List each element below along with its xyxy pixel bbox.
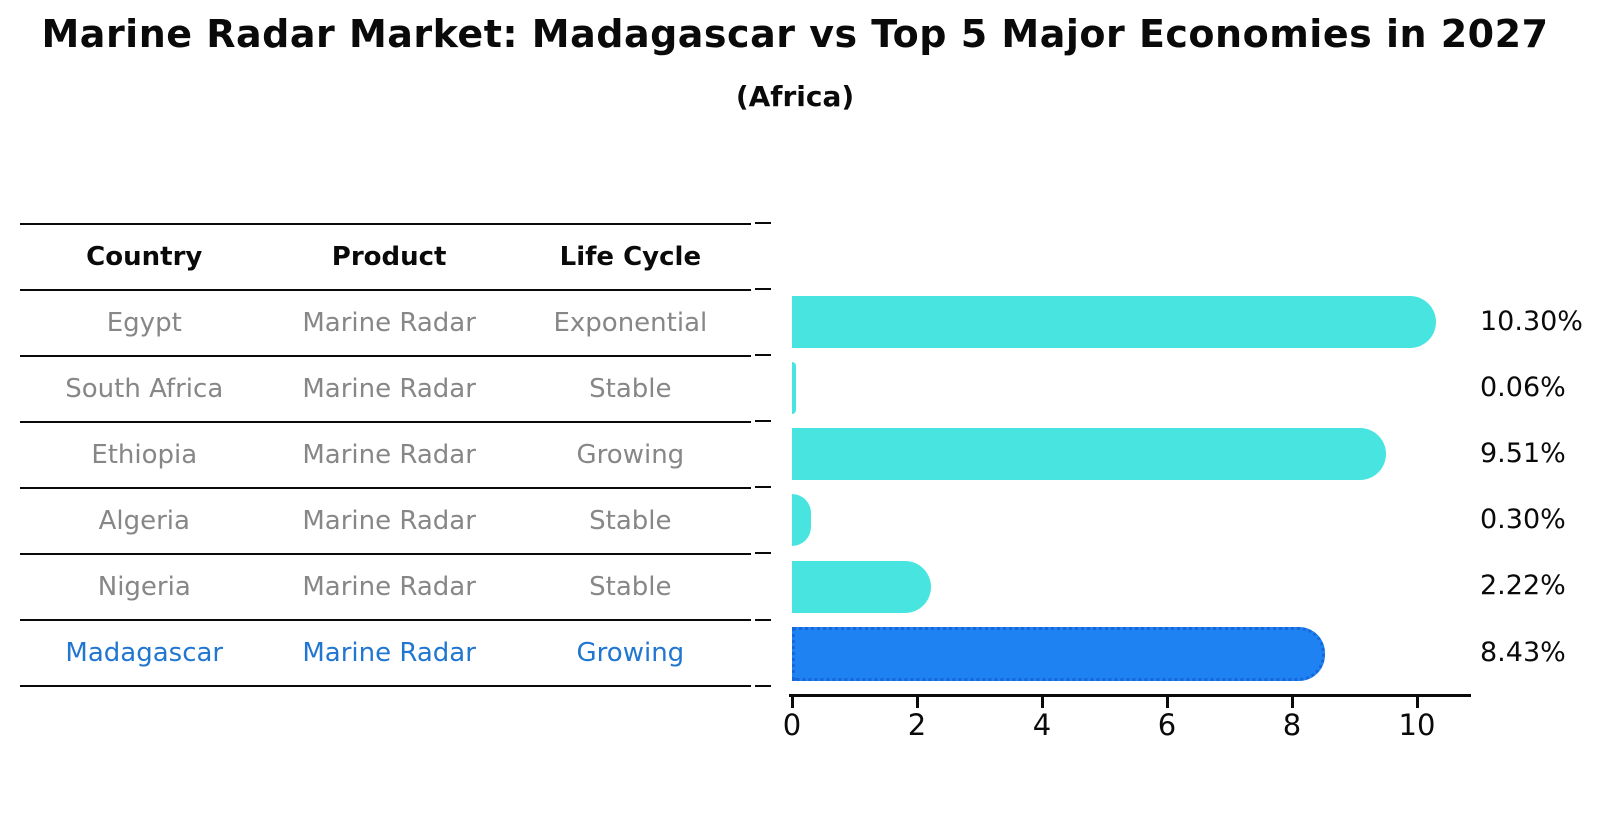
table-row: Nigeria Marine Radar Stable	[20, 553, 751, 619]
x-axis-tick: 4	[1012, 697, 1072, 742]
x-axis-line	[789, 694, 1471, 697]
bar-south-africa	[792, 362, 796, 414]
bar-nigeria	[792, 561, 931, 613]
cell-country: Algeria	[98, 506, 190, 536]
cell-lifecycle: Exponential	[553, 308, 708, 338]
y-axis-tick	[755, 420, 771, 422]
bar-egypt	[792, 296, 1436, 348]
table-row: Egypt Marine Radar Exponential	[20, 289, 751, 355]
cell-country: Egypt	[106, 308, 182, 338]
cell-country: Ethiopia	[91, 440, 198, 470]
x-axis-tick: 6	[1137, 697, 1197, 742]
page-subtitle: (Africa)	[735, 80, 855, 113]
y-axis-tick	[755, 619, 771, 621]
x-axis-tick: 2	[887, 697, 947, 742]
country-table: Country Product Life Cycle Egypt Marine …	[20, 223, 751, 687]
x-tick-label: 6	[1157, 708, 1177, 742]
value-label: 2.22%	[1480, 570, 1566, 601]
x-axis-tick: 0	[762, 697, 822, 742]
y-axis-tick	[755, 288, 771, 290]
cell-product: Marine Radar	[302, 638, 476, 668]
y-axis-tick	[755, 354, 771, 356]
table-header-row: Country Product Life Cycle	[20, 223, 751, 289]
cell-product: Marine Radar	[302, 374, 476, 404]
value-label: 10.30%	[1480, 306, 1583, 337]
table-row: South Africa Marine Radar Stable	[20, 355, 751, 421]
x-tick-mark	[1415, 697, 1419, 708]
y-axis-tick	[755, 222, 771, 224]
cell-lifecycle: Stable	[589, 374, 672, 404]
cell-lifecycle: Stable	[589, 572, 672, 602]
cell-product: Marine Radar	[302, 308, 476, 338]
cell-lifecycle: Stable	[589, 506, 672, 536]
column-header-lifecycle: Life Cycle	[559, 242, 702, 272]
cell-lifecycle: Growing	[576, 638, 685, 668]
column-header-country: Country	[86, 242, 203, 272]
x-tick-label: 0	[782, 708, 802, 742]
y-axis-tick	[755, 685, 771, 687]
cell-country: Madagascar	[65, 638, 224, 668]
y-axis-tick	[755, 552, 771, 554]
x-axis-tick: 10	[1387, 697, 1447, 742]
bar-madagascar-highlight	[792, 627, 1325, 681]
x-tick-label: 10	[1398, 708, 1436, 742]
cell-country: South Africa	[65, 374, 224, 404]
x-tick-mark	[1165, 697, 1169, 708]
x-tick-mark	[1040, 697, 1044, 708]
value-label: 9.51%	[1480, 438, 1566, 469]
value-label: 0.30%	[1480, 504, 1566, 535]
x-tick-label: 8	[1282, 708, 1302, 742]
cell-lifecycle: Growing	[576, 440, 685, 470]
cell-product: Marine Radar	[302, 572, 476, 602]
table-row: Ethiopia Marine Radar Growing	[20, 421, 751, 487]
x-tick-mark	[790, 697, 794, 708]
column-header-product: Product	[331, 242, 447, 272]
value-label: 0.06%	[1480, 372, 1566, 403]
cell-product: Marine Radar	[302, 440, 476, 470]
value-label: 8.43%	[1480, 637, 1566, 668]
y-axis-tick	[755, 486, 771, 488]
bar-ethiopia	[792, 428, 1386, 480]
page-title: Marine Radar Market: Madagascar vs Top 5…	[41, 12, 1549, 56]
x-tick-label: 2	[907, 708, 927, 742]
table-row-madagascar-highlight: Madagascar Marine Radar Growing	[20, 619, 751, 687]
table-row: Algeria Marine Radar Stable	[20, 487, 751, 553]
cell-country: Nigeria	[97, 572, 191, 602]
x-tick-mark	[1290, 697, 1294, 708]
x-tick-label: 4	[1032, 708, 1052, 742]
bar-algeria	[792, 494, 811, 546]
x-axis-tick: 8	[1262, 697, 1322, 742]
x-tick-mark	[915, 697, 919, 708]
cell-product: Marine Radar	[302, 506, 476, 536]
